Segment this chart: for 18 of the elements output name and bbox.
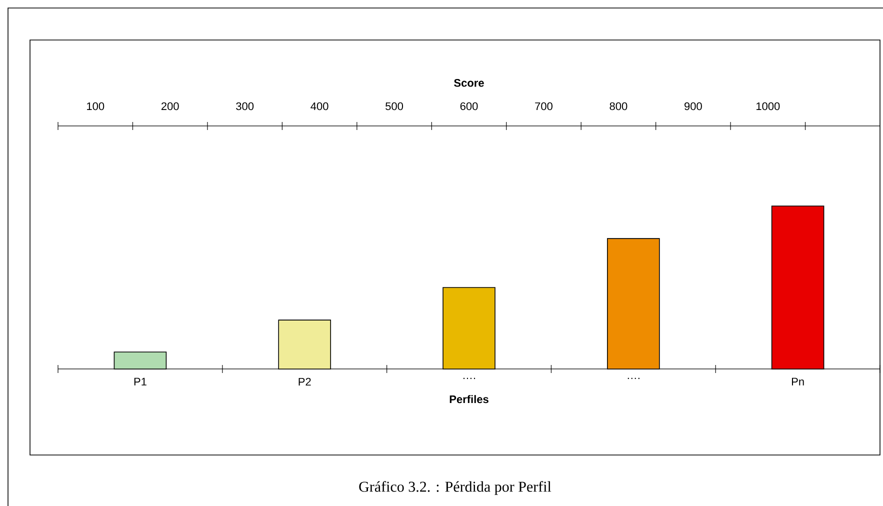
x-tick-label: …. [463, 378, 476, 380]
x2-tick-label: 400 [310, 102, 328, 110]
x2-tick-label: 1000 [756, 102, 780, 110]
x2-tick-label: 200 [161, 102, 179, 110]
x2-tick-label: 800 [610, 102, 628, 110]
x2-tick-label: 100 [87, 102, 104, 110]
x-axis-title: Perfiles [450, 395, 488, 404]
x2-tick-label: 900 [684, 102, 702, 110]
x-tick-label: …. [628, 378, 640, 380]
text: Gráfico 3.2. : Pérdida por Perfil [359, 481, 552, 495]
x-tick-label: P1 [134, 378, 146, 386]
x-tick-label: P2 [298, 378, 311, 386]
x2-tick-label: 300 [236, 102, 254, 110]
x2-axis-title: Score [454, 79, 484, 87]
x2-tick-label: 500 [386, 102, 404, 110]
x2-tick-label: 700 [535, 102, 552, 110]
x-tick-label: Pn [792, 378, 804, 386]
x2-tick-label: 600 [460, 102, 478, 110]
